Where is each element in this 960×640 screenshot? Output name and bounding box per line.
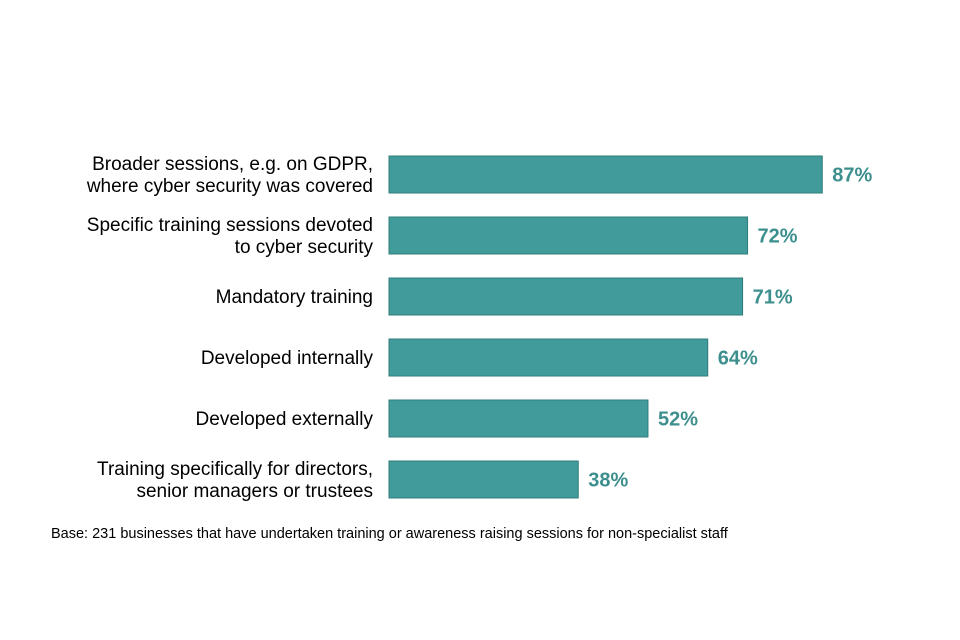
value-label-5: 38% xyxy=(588,470,628,492)
value-label-3: 64% xyxy=(718,348,758,370)
bar-5 xyxy=(388,460,579,499)
category-label-4-line-0: Developed externally xyxy=(196,409,374,430)
category-label-0-line-0: Broader sessions, e.g. on GDPR, xyxy=(92,154,373,175)
category-label-5-line-1: senior managers or trustees xyxy=(136,481,373,502)
value-label-4: 52% xyxy=(658,409,698,431)
bar-2 xyxy=(388,277,744,316)
bar-0 xyxy=(388,155,823,194)
bar-4 xyxy=(388,399,649,438)
value-label-2: 71% xyxy=(753,287,793,309)
category-label-0-line-1: where cyber security was covered xyxy=(86,176,373,197)
category-label-3-line-0: Developed internally xyxy=(201,348,374,369)
category-label-1-line-0: Specific training sessions devoted xyxy=(87,215,373,236)
category-label-2-line-0: Mandatory training xyxy=(216,287,373,308)
value-label-1: 72% xyxy=(758,226,798,248)
category-label-5-line-0: Training specifically for directors, xyxy=(97,459,373,480)
value-label-0: 87% xyxy=(832,165,872,187)
category-label-1-line-1: to cyber security xyxy=(235,237,374,258)
base-footnote: Base: 231 businesses that have undertake… xyxy=(51,526,728,542)
bar-1 xyxy=(388,216,749,255)
bar-3 xyxy=(388,338,709,377)
